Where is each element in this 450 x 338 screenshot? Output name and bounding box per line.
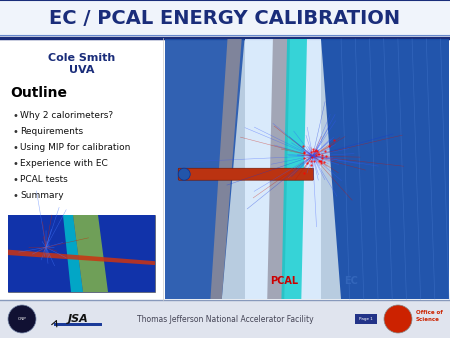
- Polygon shape: [63, 215, 83, 292]
- Text: •: •: [12, 127, 18, 137]
- Polygon shape: [211, 39, 242, 299]
- Text: Outline: Outline: [10, 86, 67, 100]
- Text: EC / PCAL ENERGY CALIBRATION: EC / PCAL ENERGY CALIBRATION: [50, 9, 400, 28]
- Text: Using MIP for calibration: Using MIP for calibration: [20, 144, 130, 152]
- Bar: [0, 0, 450, 38]
- Polygon shape: [267, 39, 290, 299]
- Text: Experience with EC: Experience with EC: [20, 160, 108, 169]
- Text: •: •: [12, 191, 18, 201]
- FancyBboxPatch shape: [178, 168, 314, 180]
- Circle shape: [178, 168, 190, 180]
- Text: Thomas Jefferson National Accelerator Facility: Thomas Jefferson National Accelerator Fa…: [137, 314, 313, 323]
- Text: UVA: UVA: [69, 65, 94, 75]
- Text: •: •: [12, 111, 18, 121]
- Bar: [8, 215, 155, 292]
- Text: •: •: [12, 159, 18, 169]
- Bar: [355, 314, 377, 324]
- Text: Summary: Summary: [20, 192, 63, 200]
- Bar: [165, 39, 449, 299]
- Polygon shape: [73, 215, 108, 292]
- Bar: [0, 300, 450, 338]
- Text: Page 1: Page 1: [359, 317, 373, 321]
- Circle shape: [8, 305, 36, 333]
- Text: PCAL: PCAL: [270, 276, 298, 286]
- Text: ONP: ONP: [18, 317, 27, 321]
- Circle shape: [384, 305, 412, 333]
- Text: EC: EC: [344, 276, 358, 286]
- Text: Office of
Science: Office of Science: [416, 310, 443, 322]
- Polygon shape: [281, 39, 307, 299]
- Polygon shape: [165, 39, 244, 299]
- Polygon shape: [8, 250, 155, 265]
- Text: Why 2 calorimeters?: Why 2 calorimeters?: [20, 112, 113, 121]
- Text: Cole Smith: Cole Smith: [48, 53, 115, 63]
- Bar: [244, 39, 321, 299]
- Bar: [8, 215, 155, 292]
- Bar: [0, 38, 450, 300]
- Text: JSA: JSA: [68, 314, 88, 324]
- Text: PCAL tests: PCAL tests: [20, 175, 68, 185]
- Polygon shape: [321, 39, 449, 299]
- Text: •: •: [12, 143, 18, 153]
- Text: •: •: [12, 175, 18, 185]
- Text: Requirements: Requirements: [20, 127, 83, 137]
